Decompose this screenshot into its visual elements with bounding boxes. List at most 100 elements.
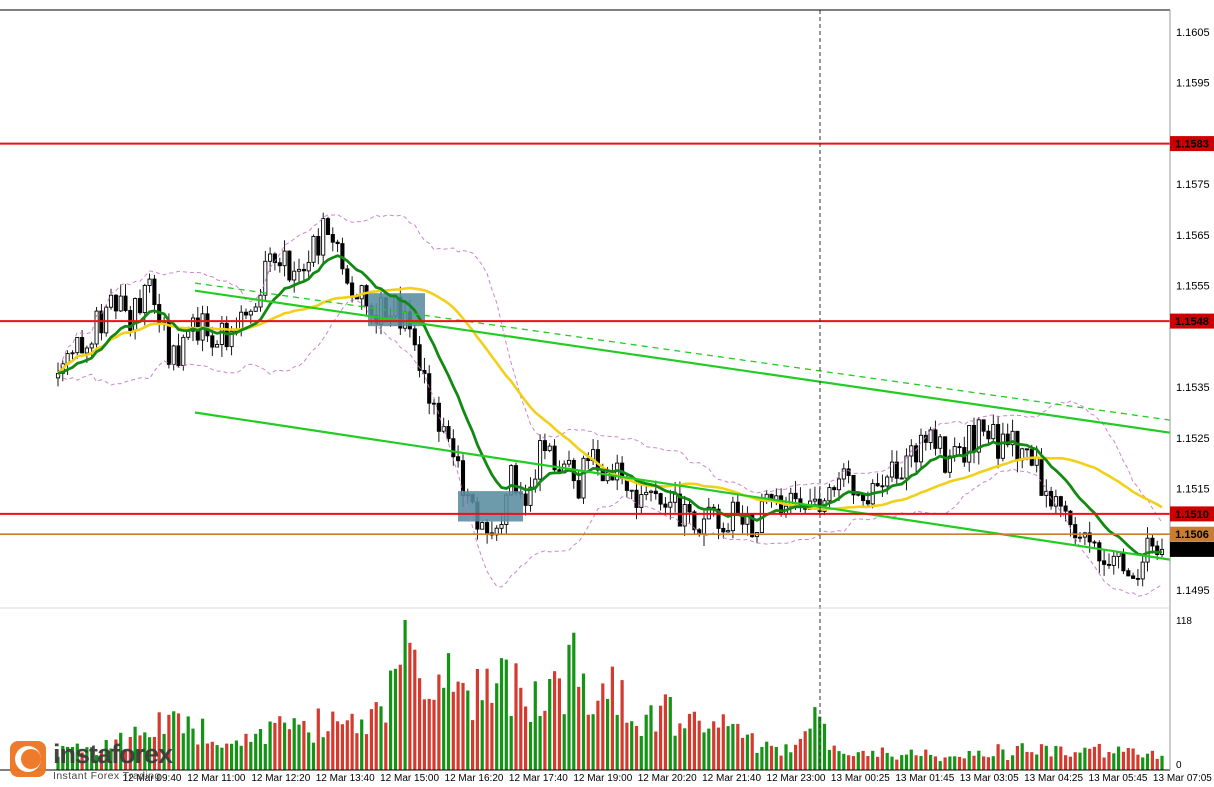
volume-bar [1044,745,1048,770]
volume-bar [1035,754,1039,770]
volume-bar [1150,750,1154,770]
volume-bar [1131,748,1135,770]
candle-body [287,250,292,281]
candle-body [644,491,649,496]
x-tick-label: 12 Mar 17:40 [509,773,568,784]
volume-bar [1068,756,1072,770]
volume-bar [779,755,783,770]
volume-bar [1073,752,1077,770]
volume-bar [818,716,822,770]
candle-body [943,436,948,473]
candle-body [446,426,451,440]
candle-body [576,480,581,499]
candle-body [957,446,962,449]
volume-bar [138,735,142,770]
candle-body [147,278,152,286]
volume-bar [1141,757,1145,770]
candle-body [229,330,234,348]
candle-body [692,511,697,531]
candle-body [586,457,591,462]
volume-bar [398,664,402,770]
volume-bar [914,755,918,770]
volume-bar [1107,752,1111,770]
volume-bar [350,713,354,770]
volume-bar [904,754,909,770]
candle-body [547,445,552,452]
candle-body [542,440,547,452]
volume-bar [181,733,185,770]
candle-body [682,504,687,527]
candle-body [663,503,668,508]
volume-bar [278,716,282,770]
candle-body [316,235,321,256]
candle-body [1073,524,1078,539]
candle-body [581,457,586,499]
volume-bar [668,697,672,770]
volume-bar [254,733,258,770]
volume-bar [148,737,152,770]
x-tick-label: 12 Mar 20:20 [638,773,697,784]
volume-bar [962,758,966,770]
volume-bar [114,739,118,770]
volume-bar [687,713,692,770]
level-badge [1170,526,1214,542]
volume-bar [504,659,508,770]
candle-body [827,487,832,502]
candle-body [350,282,355,296]
candle-body [417,344,422,371]
volume-bar [263,744,267,770]
volume-bar [374,702,378,770]
candle-body [1039,457,1044,496]
candle-body [104,306,109,334]
volume-bar [1020,743,1024,770]
candle-body [735,501,740,515]
candle-body [1135,577,1140,580]
volume-bar [929,754,933,770]
volume-bar [1155,758,1159,770]
volume-bar [128,737,132,770]
volume-bar [586,714,590,770]
volume-bar [85,747,89,770]
volume-bar [1088,748,1092,770]
volume-bar [297,724,301,770]
volume-bar [167,714,171,770]
candle-body [918,434,924,463]
x-tick-label: 13 Mar 03:05 [960,773,1019,784]
candle-body [1155,545,1160,555]
candle-body [137,298,143,314]
volume-bar [721,714,725,770]
volume-bar [210,741,214,770]
volume-bar [837,751,841,770]
volume-bar [268,721,272,770]
candle-body [277,262,282,267]
axes-and-badges: 1.1605 1.1595 1.1575 1.1565 1.1555 1.1535 1.15… [0,9,1214,784]
volume-bar [109,748,113,770]
volume-bar [75,743,79,770]
candle-body [885,476,890,487]
candle-body [123,295,128,311]
candle-body [1126,570,1131,577]
volume-bar [933,756,937,770]
candle-body [812,498,817,502]
volume-bar [480,700,484,770]
trend-line [194,282,1171,421]
candle-body [566,459,572,465]
volume-bar [712,721,716,770]
volume-bar [360,719,364,770]
volume-zero-label: 0 [1176,760,1182,771]
volume-bar [697,720,701,770]
candle-body [991,424,996,440]
volume-bar [765,741,769,770]
volume-bar [702,732,706,770]
candle-body [108,294,114,308]
volume-bar [287,729,291,770]
candle-body [1010,430,1015,446]
volume-bar [943,757,947,770]
volume-bar [442,687,446,770]
volume-bar [755,753,759,770]
volume-bar [1064,755,1068,770]
candle-body [938,436,943,449]
volume-bar [499,658,504,770]
candle-body [658,493,663,505]
